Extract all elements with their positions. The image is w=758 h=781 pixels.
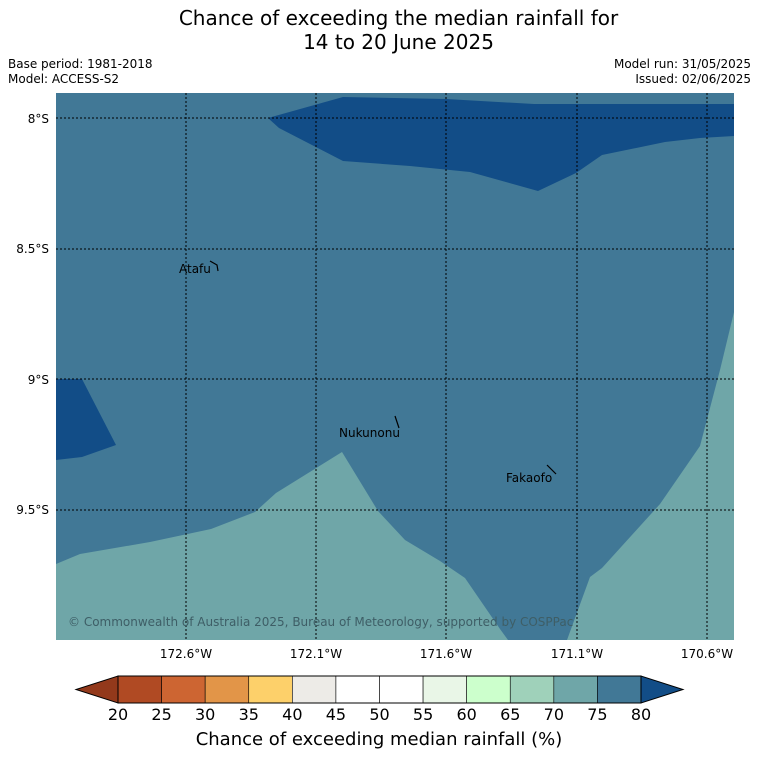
colorbar-swatch-25 xyxy=(161,675,206,704)
lon-label-172-1w: 172.1°W xyxy=(290,647,342,661)
graticule xyxy=(56,93,734,640)
place-fakaofo: Fakaofo xyxy=(506,471,552,485)
colorbar-swatch-50 xyxy=(379,675,424,704)
atoll-fakaofo-outline xyxy=(546,464,557,475)
colorbar-tick-45: 45 xyxy=(326,705,346,724)
issued-date: Issued: 02/06/2025 xyxy=(635,72,751,86)
map-title: Chance of exceeding the median rainfall … xyxy=(0,6,758,54)
colorbar-tick-35: 35 xyxy=(239,705,259,724)
region-70-75-southwest xyxy=(56,452,508,640)
lat-label-8s: 8°S xyxy=(28,112,49,126)
colorbar-swatch-30 xyxy=(204,675,250,704)
lon-label-171-6w: 171.6°W xyxy=(420,647,472,661)
lon-label-172-6w: 172.6°W xyxy=(160,647,212,661)
title-line-2: 14 to 20 June 2025 xyxy=(303,30,494,54)
lat-label-9-5s: 9.5°S xyxy=(16,503,49,517)
lat-label-8-5s: 8.5°S xyxy=(16,242,49,256)
colorbar-tick-70: 70 xyxy=(544,705,564,724)
model-run: Model run: 31/05/2025 xyxy=(613,57,751,71)
meta-right: Model run: 31/05/2025 Issued: 02/06/2025 xyxy=(614,57,751,87)
base-period: Base period: 1981-2018 xyxy=(8,57,153,71)
colorbar: 20 25 30 35 40 45 50 55 60 65 70 75 80 xyxy=(74,675,685,724)
lon-label-171-1w: 171.1°W xyxy=(551,647,603,661)
place-atafu: Atafu xyxy=(179,262,211,276)
colorbar-tick-25: 25 xyxy=(151,705,171,724)
lat-label-9s: 9°S xyxy=(28,373,49,387)
colorbar-swatch-75 xyxy=(597,675,642,704)
colorbar-swatch-45 xyxy=(335,675,380,704)
place-nukunonu: Nukunonu xyxy=(339,426,400,440)
colorbar-under-arrow xyxy=(74,675,119,704)
lon-label-170-6w: 170.6°W xyxy=(681,647,733,661)
colorbar-frame xyxy=(117,675,642,704)
region-70-75-southeast xyxy=(567,312,734,640)
colorbar-over-arrow xyxy=(640,675,685,704)
colorbar-tick-30: 30 xyxy=(195,705,215,724)
model-name: Model: ACCESS-S2 xyxy=(8,72,120,86)
region-80plus-west xyxy=(56,379,116,460)
colorbar-tick-55: 55 xyxy=(413,705,433,724)
atoll-atafu-outline xyxy=(209,260,219,272)
colorbar-tick-40: 40 xyxy=(282,705,302,724)
colorbar-title: Chance of exceeding median rainfall (%) xyxy=(195,729,563,750)
atoll-nukunonu-outline xyxy=(394,415,400,429)
colorbar-swatch-40 xyxy=(292,675,337,704)
colorbar-tick-20: 20 xyxy=(108,705,128,724)
meta-left: Base period: 1981-2018 Model: ACCESS-S2 xyxy=(8,57,153,87)
colorbar-tick-50: 50 xyxy=(369,705,389,724)
title-line-1: Chance of exceeding the median rainfall … xyxy=(178,6,619,30)
colorbar-swatch-55 xyxy=(422,675,467,704)
colorbar-swatch-70 xyxy=(553,675,598,704)
colorbar-swatch-60 xyxy=(466,675,511,704)
colorbar-tick-60: 60 xyxy=(456,705,476,724)
colorbar-tick-80: 80 xyxy=(631,705,651,724)
colorbar-swatch-20 xyxy=(117,675,162,704)
colorbar-tick-75: 75 xyxy=(587,705,607,724)
region-80plus-north xyxy=(268,97,734,191)
colorbar-swatch-35 xyxy=(248,675,293,704)
colorbar-tick-65: 65 xyxy=(500,705,520,724)
colorbar-swatch-65 xyxy=(509,675,555,704)
copyright-notice: © Commonwealth of Australia 2025, Bureau… xyxy=(68,615,573,629)
